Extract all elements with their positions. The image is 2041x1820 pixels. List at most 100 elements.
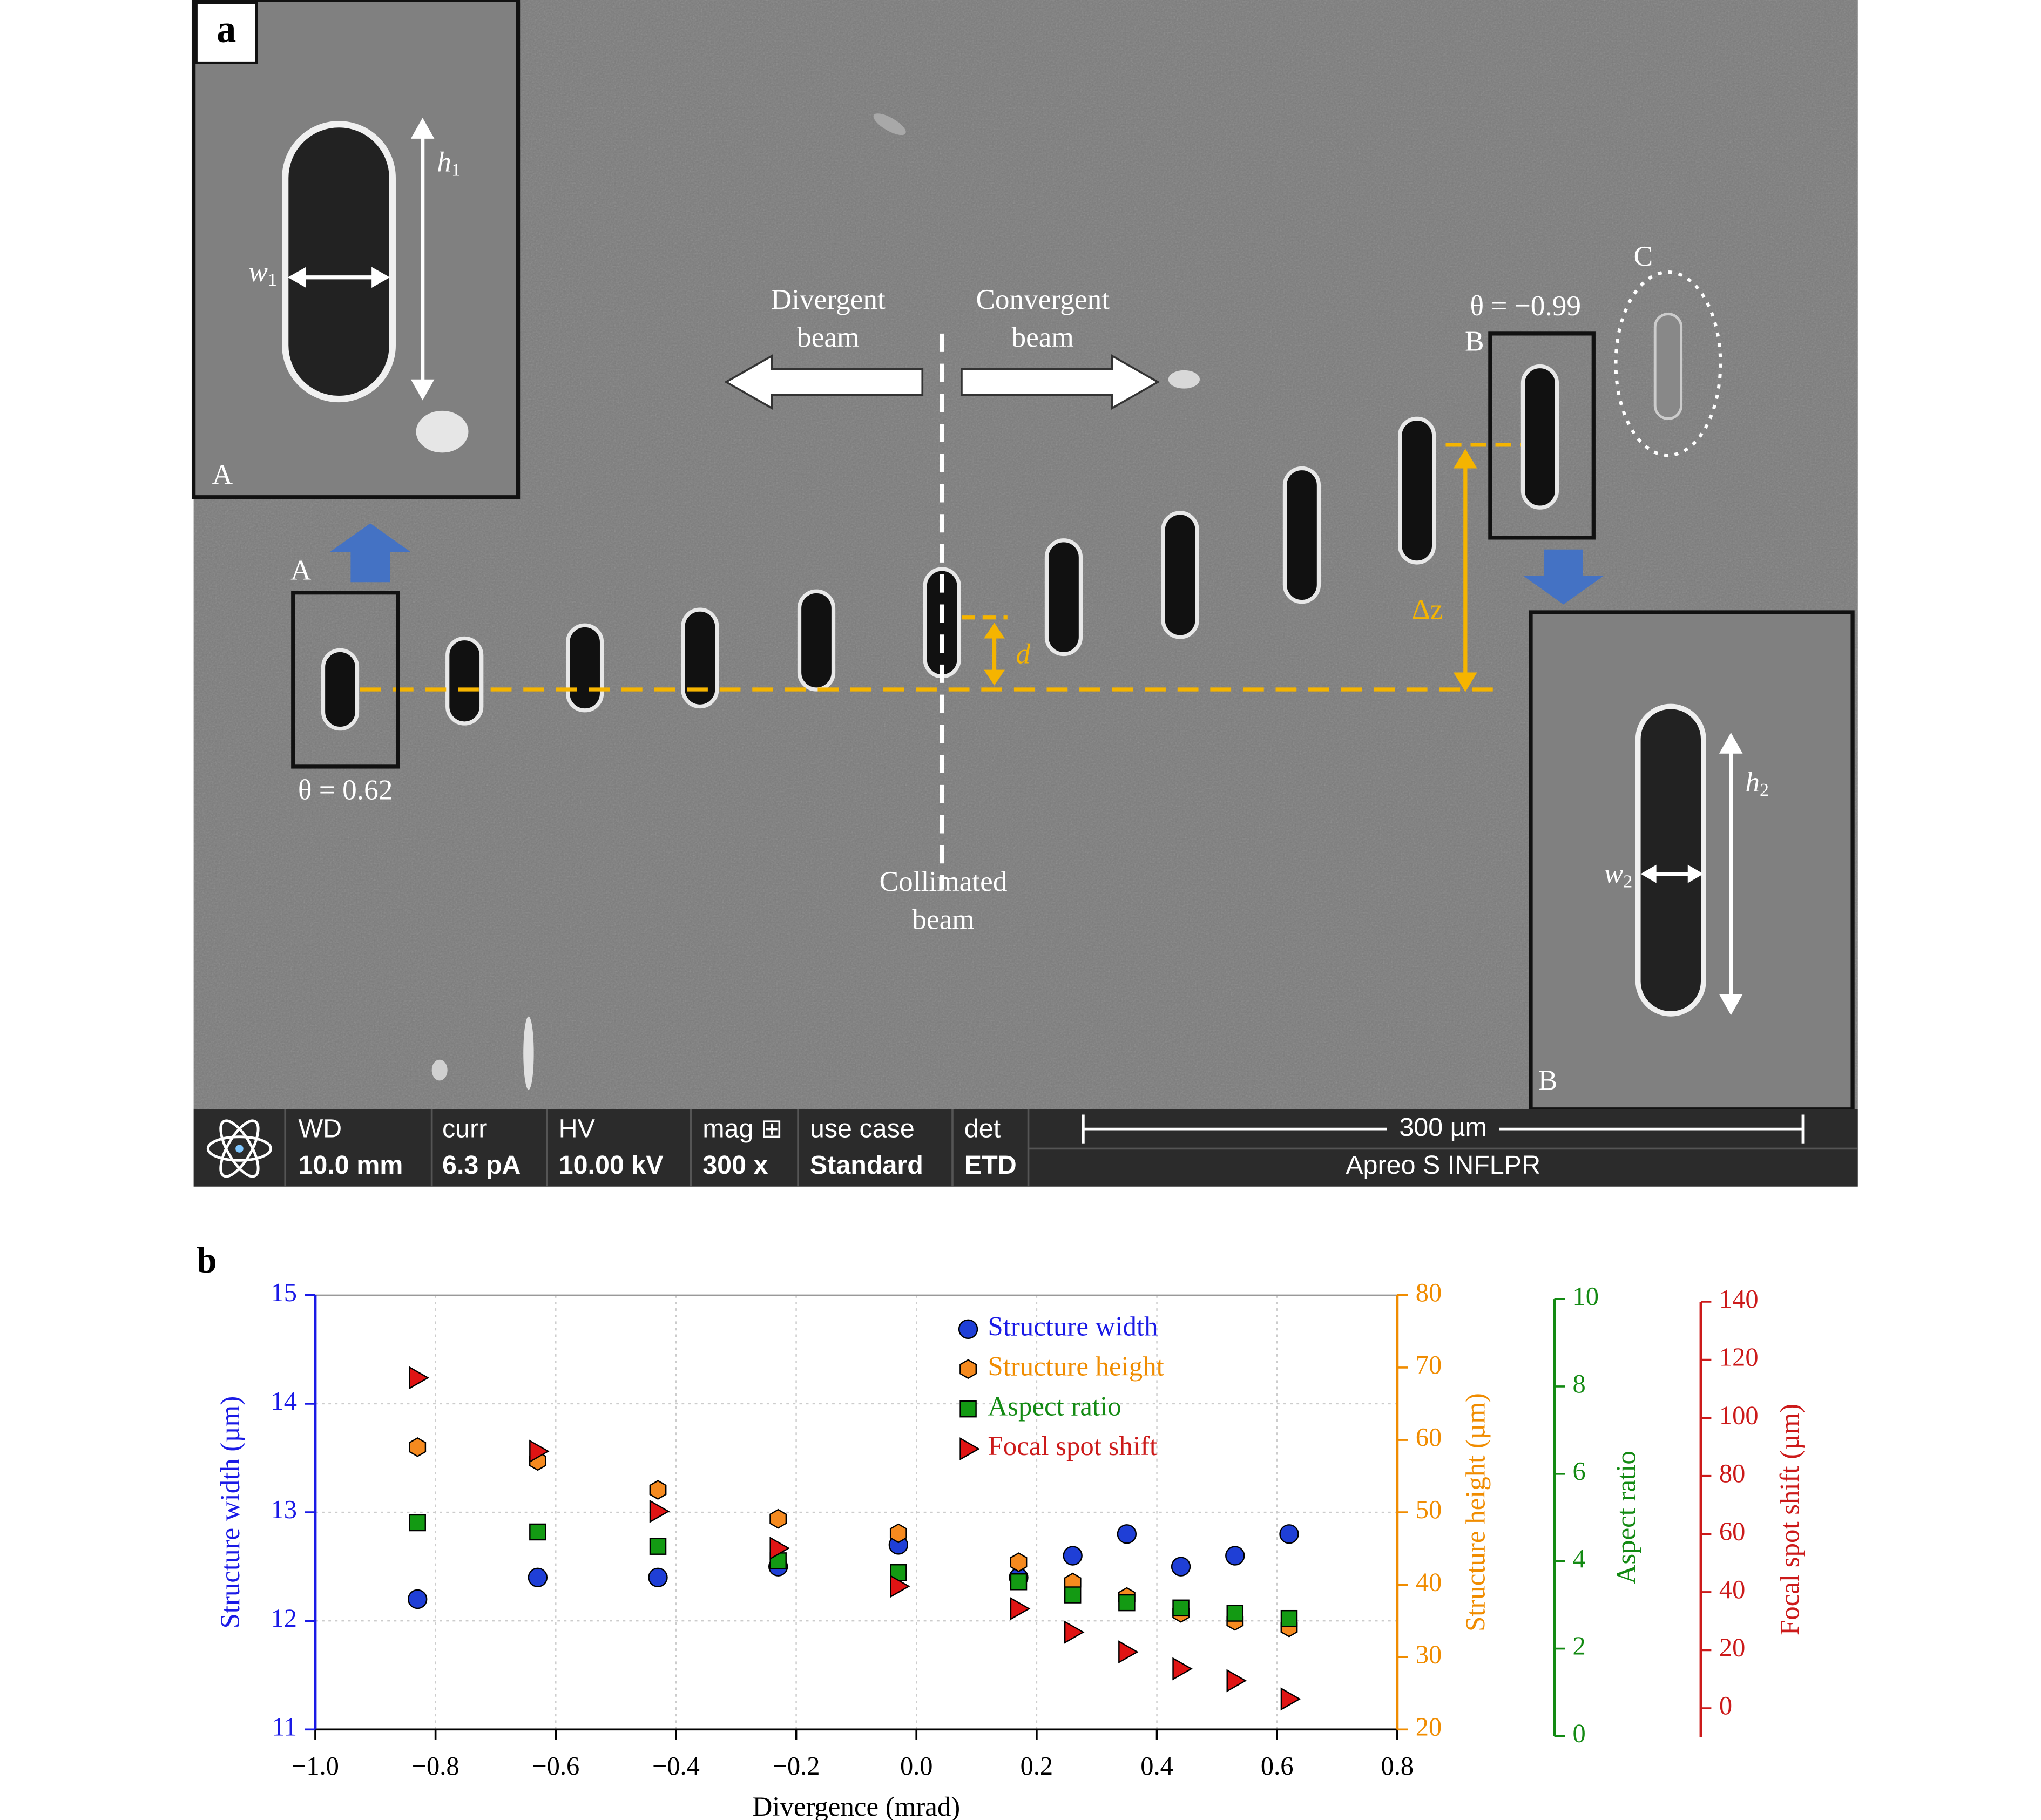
- marker: [769, 1537, 790, 1560]
- marker: [529, 1523, 546, 1541]
- marker: [409, 1437, 427, 1457]
- marker: [1118, 1640, 1139, 1664]
- w1-label: w1: [248, 256, 277, 290]
- legend-label: Structure height: [988, 1351, 1164, 1382]
- panel-label-box: [195, 1, 258, 64]
- marker: [1118, 1594, 1136, 1612]
- marker: [1172, 1599, 1190, 1617]
- circle-c: [1614, 270, 1722, 457]
- y4-tick-label: 80: [1719, 1459, 1745, 1488]
- marker: [528, 1567, 548, 1587]
- d-label: d: [1016, 638, 1031, 670]
- x-tick-label: 0.4: [1140, 1752, 1173, 1781]
- hole: [681, 607, 719, 709]
- marker: [1226, 1605, 1244, 1622]
- marker: [1117, 1524, 1137, 1544]
- y-tick-label: 15: [271, 1278, 297, 1307]
- scale-label: 300 µm: [1399, 1113, 1487, 1142]
- collimated-label: beam: [912, 904, 974, 936]
- y2-tick-label: 50: [1416, 1496, 1442, 1524]
- marker: [408, 1589, 428, 1609]
- up-arrow: [329, 523, 411, 583]
- legend-marker: [958, 1319, 978, 1339]
- hole: [1161, 511, 1199, 639]
- panel-label: b: [197, 1240, 217, 1280]
- hole: [797, 589, 836, 692]
- dz-label: Δz: [1412, 593, 1443, 625]
- y-axis-title: Structure width (µm): [215, 1396, 246, 1629]
- marker: [1280, 1687, 1301, 1711]
- marker: [649, 1480, 667, 1500]
- x-tick-label: −0.2: [773, 1752, 820, 1781]
- y-tick-label: 14: [271, 1387, 297, 1416]
- theta-b: θ = −0.99: [1470, 290, 1582, 322]
- marker: [1172, 1657, 1193, 1681]
- legend-marker: [959, 1359, 977, 1379]
- marker: [1226, 1669, 1247, 1693]
- inset-hole-b: [1635, 703, 1706, 1017]
- convergent-arrow: [961, 354, 1160, 410]
- info-field-value: 6.3 pA: [442, 1151, 521, 1180]
- marker: [769, 1508, 787, 1529]
- legend-label: Structure width: [988, 1312, 1158, 1342]
- inset-a: [191, 0, 521, 499]
- inset-b: [1529, 610, 1855, 1112]
- legend-label: Aspect ratio: [988, 1391, 1121, 1422]
- y2-tick-label: 70: [1416, 1351, 1442, 1379]
- atom-icon: [219, 1119, 260, 1178]
- y3-tick-label: 4: [1573, 1545, 1586, 1573]
- marker: [409, 1514, 426, 1532]
- debris: [1168, 370, 1200, 389]
- debris: [873, 113, 906, 136]
- marker-c: C: [1634, 240, 1653, 272]
- divergent-label: beam: [797, 321, 859, 353]
- x-tick-label: −0.8: [412, 1752, 459, 1781]
- marker: [649, 1538, 667, 1555]
- marker: [1064, 1586, 1082, 1604]
- w1-label-sub: 1: [268, 270, 277, 290]
- atom-core: [235, 1145, 244, 1153]
- x-tick-label: 0.6: [1261, 1752, 1294, 1781]
- legend-marker: [959, 1437, 980, 1461]
- x-tick-label: −1.0: [292, 1752, 339, 1781]
- marker: [1064, 1620, 1085, 1644]
- y3-tick-label: 0: [1573, 1720, 1586, 1748]
- y4-tick-label: 120: [1719, 1343, 1759, 1372]
- theta-a: θ = 0.62: [298, 774, 393, 806]
- marker: [1171, 1557, 1191, 1577]
- instrument: Apreo S INFLPR: [1346, 1151, 1540, 1180]
- h1-label-main: h: [437, 146, 451, 178]
- box-a: [291, 591, 400, 769]
- info-field-value: 10.00 kV: [559, 1151, 664, 1180]
- y3-tick-label: 2: [1573, 1632, 1586, 1661]
- y-tick-label: 11: [272, 1713, 297, 1741]
- x-tick-label: 0.0: [900, 1752, 933, 1781]
- w1-label-main: w: [248, 256, 268, 288]
- hole: [1282, 466, 1321, 604]
- y3-tick-label: 6: [1573, 1457, 1586, 1486]
- debris: [431, 1059, 448, 1081]
- h1-label-sub: 1: [451, 160, 461, 180]
- info-field-label: mag ⊞: [702, 1114, 782, 1143]
- h2-label-main: h: [1745, 766, 1760, 798]
- marker: [1280, 1609, 1298, 1627]
- info-field-value: 300 x: [702, 1151, 768, 1180]
- w2-label-sub: 2: [1623, 871, 1632, 891]
- marker: [1063, 1546, 1083, 1566]
- marker-a: A: [290, 554, 312, 586]
- hole: [1044, 538, 1083, 657]
- atom-icon: [219, 1119, 260, 1178]
- marker: [890, 1574, 910, 1598]
- hole-b: [1520, 364, 1559, 510]
- divergent-label: Divergent: [771, 283, 886, 315]
- inset-hole-a: [282, 121, 396, 403]
- box-b: [1488, 331, 1596, 540]
- x-tick-label: −0.4: [652, 1752, 700, 1781]
- legend-marker: [959, 1400, 977, 1418]
- marker-b: B: [1465, 326, 1484, 357]
- y4-tick-label: 140: [1719, 1285, 1759, 1314]
- marker: [648, 1567, 668, 1587]
- info-field-label: curr: [442, 1114, 487, 1143]
- y3-tick-label: 8: [1573, 1370, 1586, 1398]
- marker: [1010, 1573, 1028, 1591]
